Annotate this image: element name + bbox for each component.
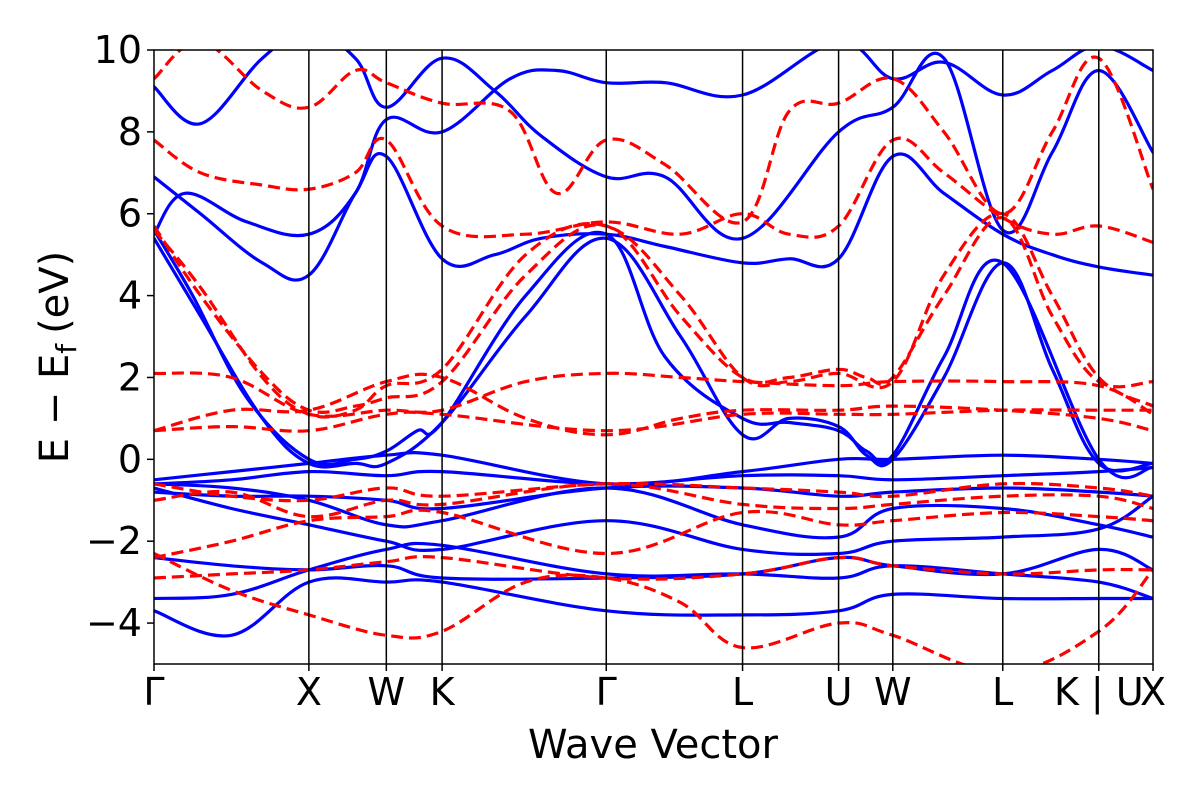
x-tick-label: Γ <box>596 670 617 714</box>
x-tick-label: X <box>1140 670 1166 714</box>
x-tick-label: X <box>296 670 322 714</box>
dashed-band-line <box>154 136 1153 244</box>
y-tick-label: −2 <box>86 519 142 563</box>
x-axis-label: Wave Vector <box>528 722 779 768</box>
x-tick-label: U <box>825 670 853 714</box>
y-tick-label: 2 <box>118 355 142 399</box>
y-tick-label: 8 <box>118 110 142 154</box>
y-axis-label-main: E − E <box>32 354 78 464</box>
x-tick-label: K | U <box>1054 670 1144 715</box>
kpoint-lines <box>308 50 1100 664</box>
dashed-band-line <box>154 216 1153 414</box>
y-tick-label: 4 <box>118 274 142 318</box>
dashed-band-line <box>154 50 1153 225</box>
y-tick-label: −4 <box>86 601 142 645</box>
dashed-band-line <box>154 482 1153 519</box>
x-tick-label: Γ <box>143 670 164 714</box>
solid-band-line <box>154 152 1153 282</box>
x-tick-label: L <box>992 670 1013 714</box>
y-axis-label-unit: (eV) <box>32 251 78 334</box>
dashed-band-line <box>154 371 1153 418</box>
y-tick-label: 6 <box>118 192 142 236</box>
y-ticks: −4 −2 0 2 4 6 8 10 <box>86 28 154 645</box>
x-tick-label: K <box>430 670 456 714</box>
y-axis-label: E − Ef (eV) <box>32 251 83 464</box>
plot-frame <box>153 49 1154 665</box>
y-tick-label: 10 <box>94 28 142 72</box>
x-tick-label: L <box>732 670 753 714</box>
dashed-band-line <box>154 552 1153 664</box>
solid-band-line <box>154 50 1153 241</box>
x-tick-label: W <box>874 670 912 714</box>
y-axis-label-sub: f <box>50 343 83 354</box>
x-tick-label: W <box>368 670 406 714</box>
solid-band-line <box>154 228 1153 480</box>
y-tick-label: 0 <box>118 437 142 481</box>
